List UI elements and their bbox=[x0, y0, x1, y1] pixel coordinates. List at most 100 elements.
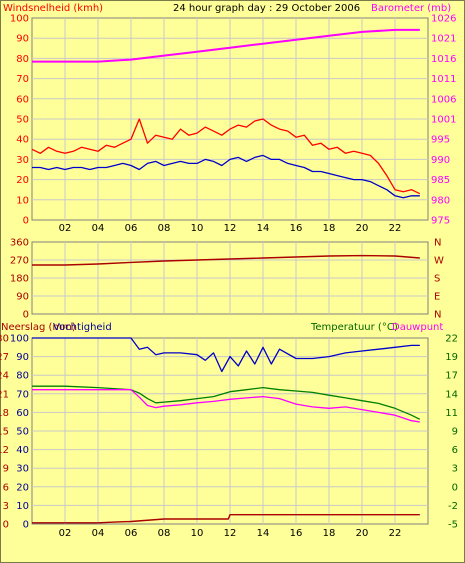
temperature-y-tick: 0 bbox=[452, 482, 458, 493]
temperature-y-tick: 3 bbox=[452, 464, 458, 475]
wind-x-tick: 12 bbox=[224, 223, 237, 234]
wind-y-tick: 60 bbox=[16, 94, 29, 105]
graph-title: 24 hour graph day : 29 October 2006 bbox=[173, 3, 360, 14]
temperature-y-tick: 19 bbox=[445, 352, 458, 363]
temperature-line bbox=[32, 385, 421, 420]
barometer-y-tick: 1016 bbox=[431, 54, 456, 65]
barometer-y-tick: 1006 bbox=[431, 94, 456, 105]
temperature-y-tick: -5 bbox=[448, 520, 458, 531]
wind-y-tick: 100 bbox=[10, 14, 29, 25]
barometer-y-tick: 990 bbox=[431, 155, 450, 166]
direction-compass-label: E bbox=[434, 292, 440, 303]
humidity-x-tick: 16 bbox=[290, 528, 303, 539]
direction-y-tick: 90 bbox=[16, 292, 29, 303]
humidity-y-tick: 10 bbox=[16, 501, 29, 512]
humidity-y-tick: 90 bbox=[16, 352, 29, 363]
direction-compass-label: N bbox=[434, 238, 441, 249]
humidity-x-tick: 14 bbox=[257, 528, 270, 539]
direction-y-tick: 360 bbox=[10, 238, 29, 249]
barometer-y-tick: 1001 bbox=[431, 115, 456, 126]
temperature-y-tick: -2 bbox=[448, 501, 458, 512]
barometer-y-tick: 1011 bbox=[431, 74, 456, 85]
direction-compass-label: W bbox=[434, 256, 444, 267]
wind-y-tick: 40 bbox=[16, 135, 29, 146]
wind-direction-line bbox=[32, 254, 420, 266]
humidity-x-tick: 22 bbox=[389, 528, 402, 539]
wind-y-tick: 30 bbox=[16, 155, 29, 166]
humidity-y-tick: 70 bbox=[16, 389, 29, 400]
wind-x-tick: 04 bbox=[92, 223, 105, 234]
temperature-label: Temperatuur (°C) bbox=[310, 322, 398, 333]
rain-y-tick: 21 bbox=[0, 389, 9, 400]
humidity-x-tick: 06 bbox=[125, 528, 138, 539]
wind-x-tick: 14 bbox=[257, 223, 270, 234]
temperature-y-tick: 14 bbox=[445, 389, 458, 400]
wind-x-tick: 10 bbox=[191, 223, 204, 234]
wind-gust-line bbox=[31, 118, 421, 195]
wind-x-tick: 02 bbox=[59, 223, 72, 234]
wind-x-tick: 20 bbox=[356, 223, 369, 234]
temperature-y-tick: 22 bbox=[445, 334, 458, 345]
humidity-y-tick: 60 bbox=[16, 408, 29, 419]
humidity-label: Vochtigheid bbox=[53, 322, 112, 333]
dewpoint-label: Dauwpunt bbox=[392, 322, 443, 333]
rain-y-tick: 3 bbox=[3, 501, 9, 512]
wind-x-tick: 18 bbox=[323, 223, 336, 234]
temperature-y-tick: 11 bbox=[445, 408, 458, 419]
humidity-y-tick: 80 bbox=[16, 371, 29, 382]
rain-label: Neerslag (mm) bbox=[1, 322, 76, 333]
barometer-y-tick: 975 bbox=[431, 216, 450, 227]
rain-y-tick: 30 bbox=[0, 334, 9, 345]
humidity-x-tick: 20 bbox=[356, 528, 369, 539]
humidity-x-tick: 12 bbox=[224, 528, 237, 539]
humidity-x-tick: 18 bbox=[323, 528, 336, 539]
wind-y-tick: 20 bbox=[16, 175, 29, 186]
humidity-x-tick: 02 bbox=[59, 528, 72, 539]
direction-y-tick: 0 bbox=[23, 310, 29, 321]
rain-line bbox=[32, 514, 420, 524]
wind-y-tick: 10 bbox=[16, 195, 29, 206]
wind-panel: 0 10 20 30 40 50 60 70 80 90 100 975 980 985 990 995 100… bbox=[10, 14, 457, 227]
rain-y-tick: 9 bbox=[3, 464, 9, 475]
direction-y-tick: 180 bbox=[10, 274, 29, 285]
temperature-y-tick: 6 bbox=[452, 445, 458, 456]
wind-speed-label: Windsnelheid (kmh) bbox=[3, 3, 103, 14]
rain-y-tick: 12 bbox=[0, 445, 9, 456]
barometer-y-tick: 995 bbox=[431, 135, 450, 146]
dewpoint-line bbox=[32, 389, 420, 423]
wind-y-tick: 80 bbox=[16, 54, 29, 65]
humidity-x-tick: 04 bbox=[92, 528, 105, 539]
temperature-y-tick: 17 bbox=[445, 371, 458, 382]
barometer-line bbox=[32, 28, 420, 63]
humidity-line bbox=[32, 337, 420, 373]
wind-y-tick: 90 bbox=[16, 34, 29, 45]
wind-x-tick: 22 bbox=[389, 223, 402, 234]
wind-x-tick: 16 bbox=[290, 223, 303, 234]
humidity-panel: 0369121518212427300102030405060708090100… bbox=[0, 334, 458, 531]
wind-y-tick: 0 bbox=[23, 216, 29, 227]
direction-compass-label: S bbox=[434, 274, 440, 285]
humidity-x-tick: 10 bbox=[191, 528, 204, 539]
barometer-y-tick: 1026 bbox=[431, 14, 456, 25]
wind-x-tick: 08 bbox=[158, 223, 171, 234]
rain-y-tick: 27 bbox=[0, 352, 9, 363]
wind-x-tick: 06 bbox=[125, 223, 138, 234]
barometer-y-tick: 985 bbox=[431, 175, 450, 186]
humidity-y-tick: 0 bbox=[23, 520, 29, 531]
barometer-y-tick: 980 bbox=[431, 195, 450, 206]
rain-y-tick: 18 bbox=[0, 408, 9, 419]
humidity-y-tick: 100 bbox=[10, 334, 29, 345]
wind-y-tick: 50 bbox=[16, 115, 29, 126]
humidity-y-tick: 20 bbox=[16, 482, 29, 493]
rain-y-tick: 15 bbox=[0, 427, 9, 438]
rain-y-tick: 6 bbox=[3, 482, 9, 493]
barometer-label: Barometer (mb) bbox=[371, 3, 451, 14]
humidity-y-tick: 30 bbox=[16, 464, 29, 475]
humidity-y-tick: 40 bbox=[16, 445, 29, 456]
humidity-x-tick: 08 bbox=[158, 528, 171, 539]
barometer-y-tick: 1021 bbox=[431, 34, 456, 45]
wind-speed-line bbox=[32, 154, 420, 199]
direction-compass-label: N bbox=[434, 310, 441, 321]
